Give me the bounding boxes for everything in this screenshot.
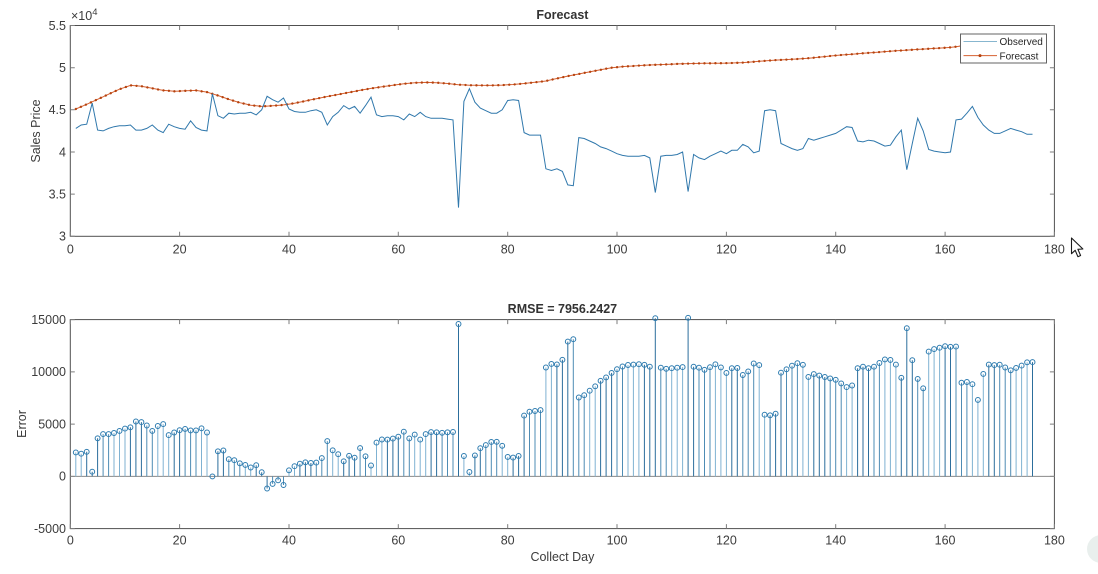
svg-text:100: 100: [607, 243, 628, 257]
svg-text:10000: 10000: [31, 365, 66, 379]
svg-text:4.5: 4.5: [49, 103, 66, 117]
svg-text:4: 4: [59, 145, 66, 159]
svg-text:160: 160: [935, 243, 956, 257]
svg-text:60: 60: [391, 243, 405, 257]
svg-text:80: 80: [501, 243, 515, 257]
svg-text:160: 160: [935, 534, 956, 548]
svg-text:120: 120: [716, 534, 737, 548]
svg-text:5.5: 5.5: [49, 19, 66, 33]
svg-text:3.5: 3.5: [49, 187, 66, 201]
svg-text:Sales Price: Sales Price: [29, 99, 43, 162]
svg-text:-5000: -5000: [34, 522, 66, 536]
svg-text:180: 180: [1044, 243, 1065, 257]
svg-text:5: 5: [59, 61, 66, 75]
svg-text:Collect Day: Collect Day: [530, 550, 595, 564]
svg-text:Forecast: Forecast: [536, 8, 589, 22]
svg-text:5000: 5000: [38, 417, 66, 431]
svg-text:Forecast: Forecast: [1000, 51, 1039, 62]
svg-text:20: 20: [173, 534, 187, 548]
svg-text:20: 20: [173, 243, 187, 257]
svg-text:×104: ×104: [71, 7, 98, 23]
svg-text:100: 100: [607, 534, 628, 548]
svg-text:15000: 15000: [31, 313, 66, 327]
svg-text:40: 40: [282, 534, 296, 548]
svg-text:140: 140: [825, 534, 846, 548]
svg-text:RMSE = 7956.2427: RMSE = 7956.2427: [508, 302, 617, 316]
svg-text:140: 140: [825, 243, 846, 257]
svg-text:0: 0: [67, 534, 74, 548]
svg-text:120: 120: [716, 243, 737, 257]
svg-text:Observed: Observed: [1000, 37, 1043, 48]
svg-text:180: 180: [1044, 534, 1065, 548]
svg-text:3: 3: [59, 230, 66, 244]
svg-text:0: 0: [59, 470, 66, 484]
svg-text:Error: Error: [15, 410, 29, 438]
svg-text:40: 40: [282, 243, 296, 257]
svg-text:60: 60: [391, 534, 405, 548]
svg-text:0: 0: [67, 243, 74, 257]
svg-text:80: 80: [501, 534, 515, 548]
